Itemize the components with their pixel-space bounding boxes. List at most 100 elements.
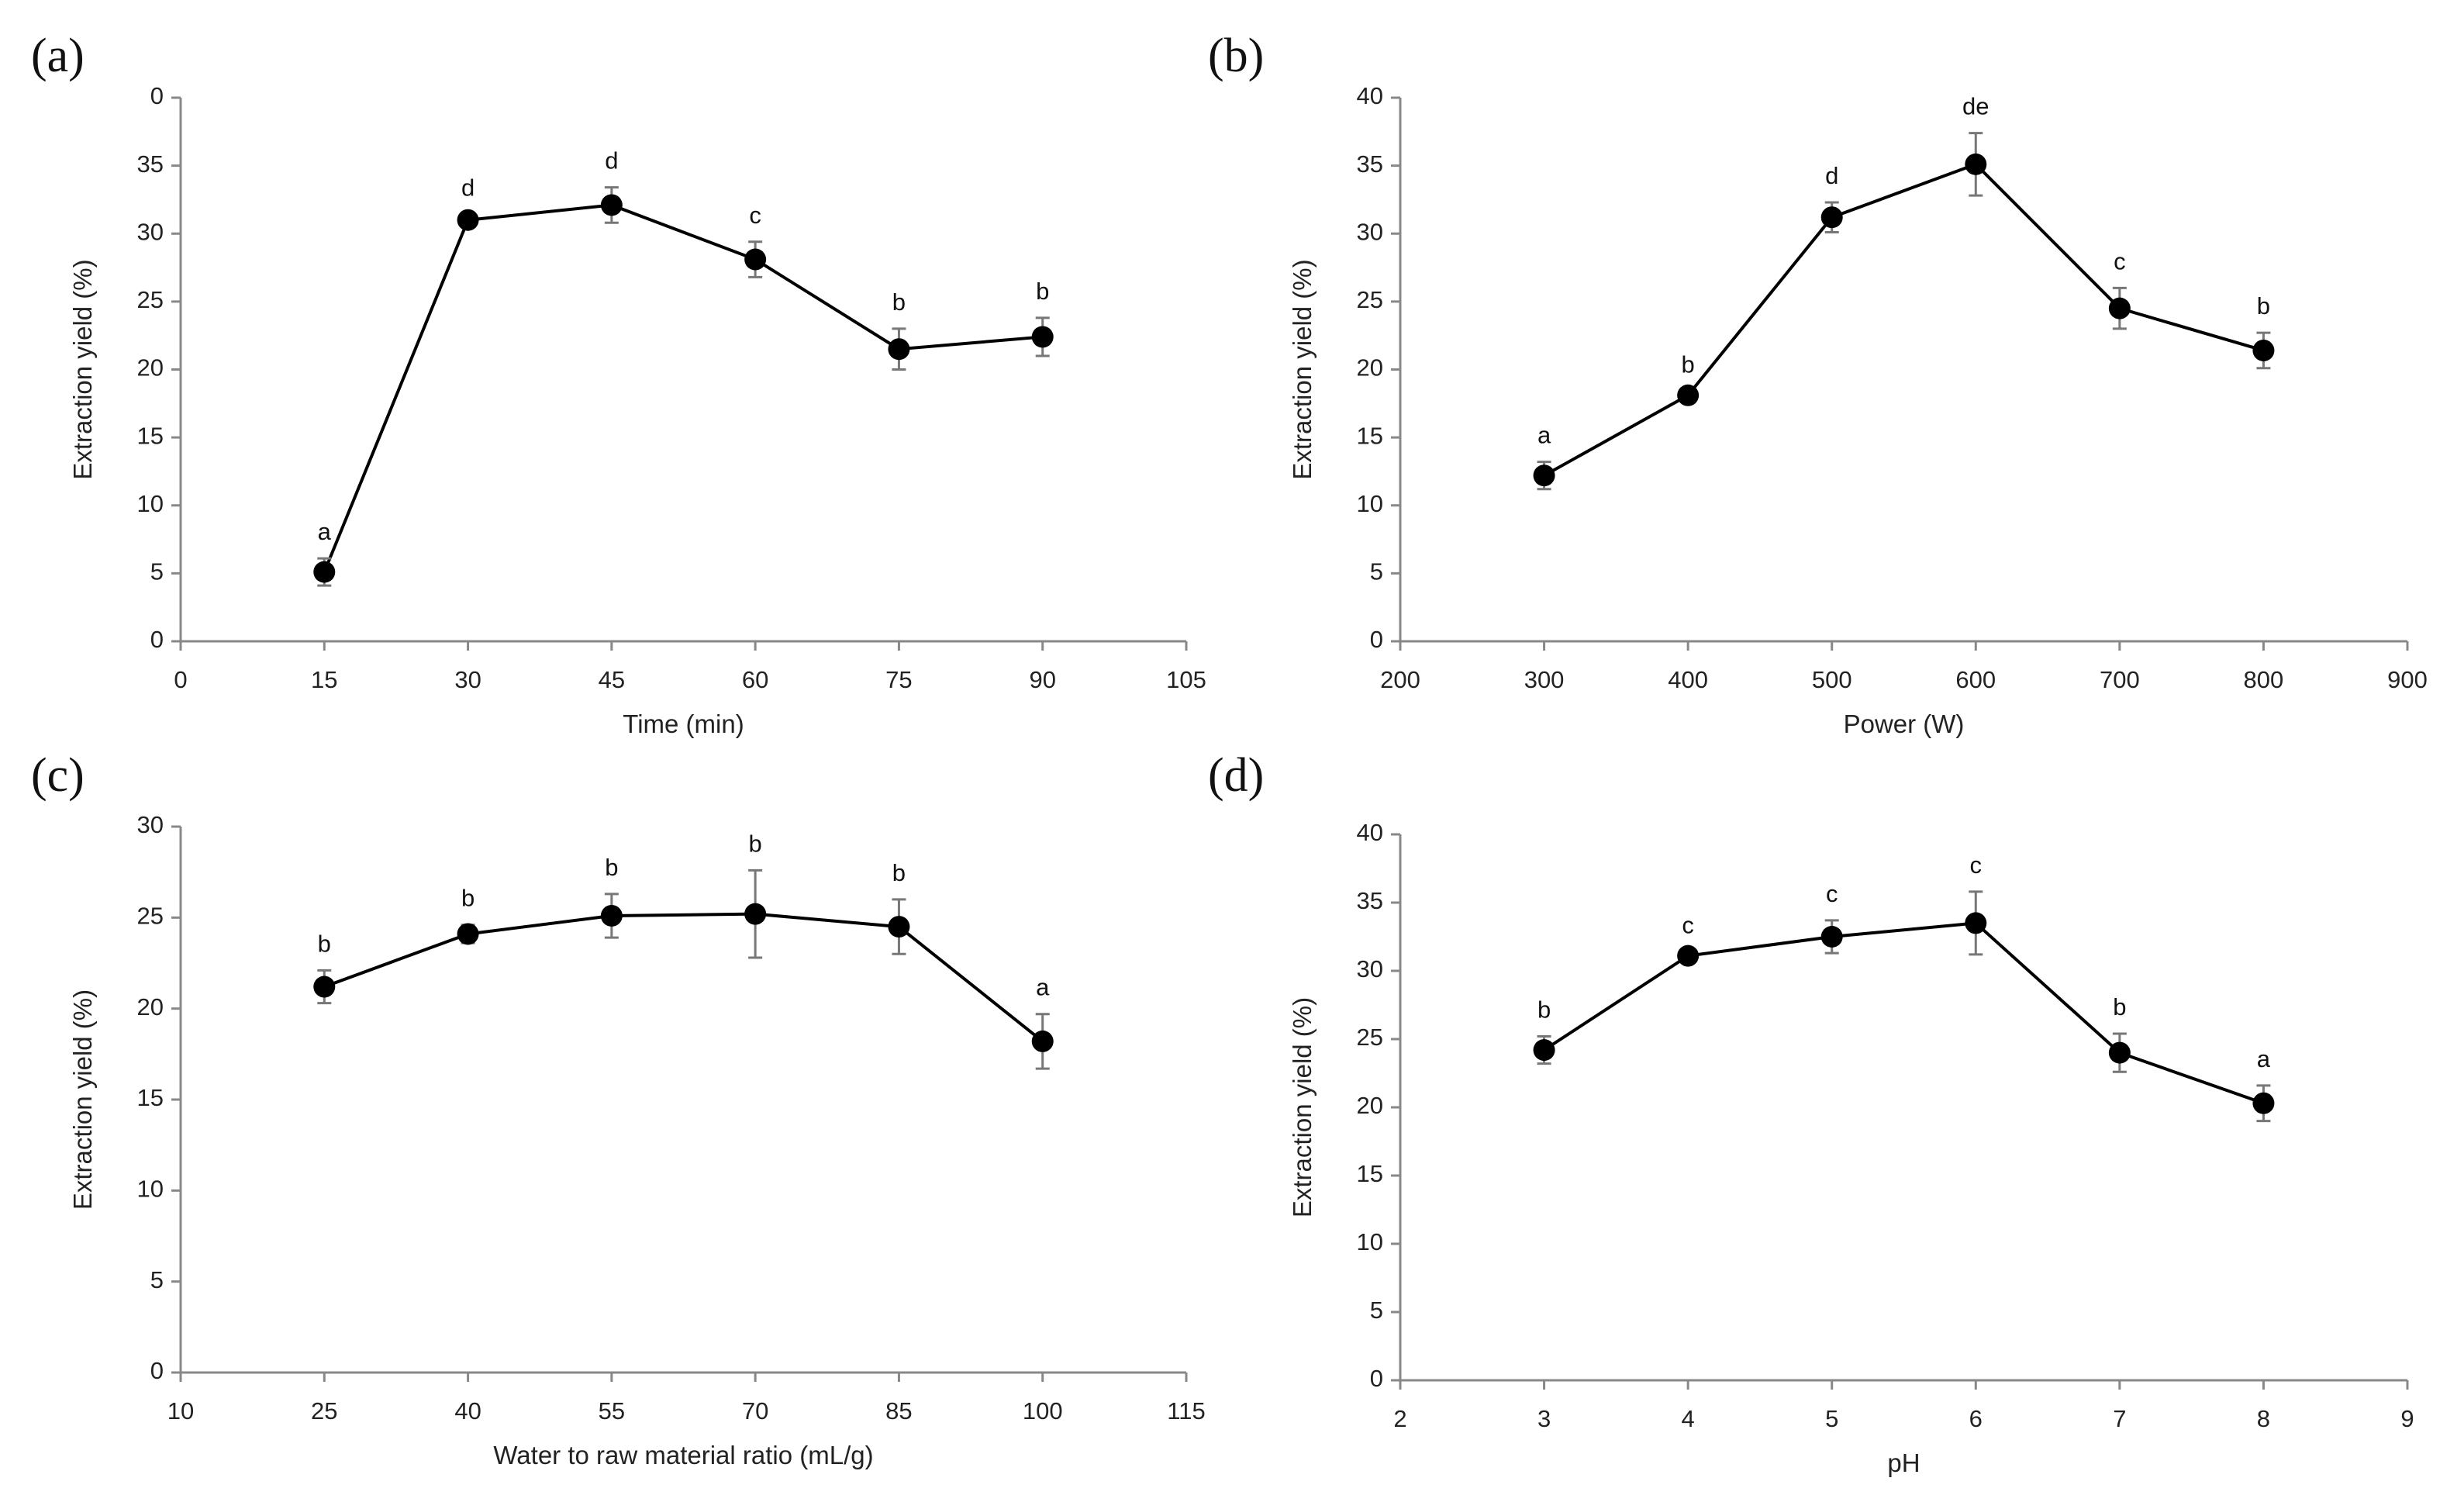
y-tick-label: 25 [137, 286, 164, 313]
annotation: b [2257, 292, 2270, 319]
annotation: c [1826, 880, 1838, 907]
y-tick-label: 5 [150, 1266, 164, 1293]
series-line [1543, 921, 2265, 1105]
annotation: b [605, 854, 618, 881]
x-tick-label: 90 [1029, 666, 1055, 693]
panel-label: (a) [31, 29, 85, 82]
y-tick-label: 5 [1370, 1297, 1383, 1324]
annotation: a [318, 518, 332, 545]
y-tick-label: 20 [137, 354, 164, 382]
y-axis-label: Extraction yield (%) [68, 259, 97, 479]
annotation: b [2113, 993, 2126, 1020]
y-tick-label: 5 [1370, 558, 1383, 585]
x-tick-label: 200 [1380, 666, 1420, 693]
y-tick-label: 35 [1357, 887, 1383, 914]
y-tick-label: 25 [1357, 286, 1383, 313]
x-tick-label: 400 [1668, 666, 1708, 693]
y-tick-label: 30 [1357, 218, 1383, 245]
marker [888, 338, 910, 361]
y-tick-label: 15 [1357, 1160, 1383, 1187]
x-tick-label: 85 [885, 1397, 912, 1424]
y-tick-label: 15 [1357, 422, 1383, 449]
series-line [323, 912, 1044, 1043]
y-tick-label: 20 [137, 993, 164, 1020]
x-axis-label: Water to raw material ratio (mL/g) [493, 1441, 873, 1469]
y-tick-label: 0 [150, 626, 164, 653]
annotation: d [461, 174, 475, 202]
annotation: d [1825, 162, 1838, 189]
y-tick-label: 0 [1370, 1365, 1383, 1392]
annotation: c [749, 202, 761, 229]
x-tick-label: 10 [167, 1397, 194, 1424]
x-tick-label: 9 [2400, 1405, 2414, 1432]
x-tick-label: 75 [885, 666, 912, 693]
annotation: a [1036, 974, 1050, 1001]
annotation: b [461, 885, 475, 912]
y-tick-label: 30 [1357, 955, 1383, 982]
y-tick-label: 40 [1357, 819, 1383, 846]
marker [1677, 944, 1700, 967]
y-tick-label: 15 [137, 422, 164, 449]
series-line [323, 203, 1043, 573]
y-tick-label: 10 [137, 490, 164, 517]
x-tick-label: 55 [599, 1397, 625, 1424]
y-tick-label: 10 [1357, 1228, 1383, 1255]
annotation: de [1962, 93, 1989, 120]
annotation: c [1970, 851, 1983, 879]
marker [1533, 1039, 1555, 1062]
marker [1031, 326, 1054, 348]
x-tick-label: 6 [1969, 1405, 1983, 1432]
y-tick-label: 0 [150, 82, 164, 109]
annotation: b [892, 859, 906, 886]
x-tick-label: 100 [1023, 1397, 1063, 1424]
annotation: c [2114, 247, 2126, 275]
x-tick-label: 30 [454, 666, 481, 693]
annotation: b [1682, 351, 1695, 378]
x-axis-label: Time (min) [623, 710, 744, 738]
marker [457, 923, 479, 945]
y-tick-label: 15 [137, 1084, 164, 1111]
x-tick-label: 600 [1955, 666, 1996, 693]
marker [2252, 339, 2275, 361]
x-tick-label: 0 [174, 666, 187, 693]
x-axis-label: pH [1887, 1449, 1920, 1477]
annotation: b [1036, 278, 1049, 305]
marker [744, 903, 767, 925]
panel-label: (d) [1208, 749, 1264, 802]
y-tick-label: 20 [1357, 1092, 1383, 1119]
x-tick-label: 500 [1812, 666, 1852, 693]
y-axis-label: Extraction yield (%) [1288, 259, 1317, 479]
x-tick-label: 800 [2244, 666, 2284, 693]
y-tick-label: 30 [137, 218, 164, 245]
annotation: a [1537, 422, 1551, 449]
x-tick-label: 25 [311, 1397, 337, 1424]
panel-label: (b) [1208, 29, 1264, 82]
marker [2252, 1092, 2275, 1114]
x-tick-label: 5 [1825, 1405, 1838, 1432]
y-tick-label: 5 [150, 558, 164, 585]
x-tick-label: 300 [1524, 666, 1565, 693]
marker [600, 194, 623, 216]
annotation: a [2257, 1045, 2271, 1072]
marker [1031, 1030, 1054, 1052]
y-tick-label: 35 [137, 150, 164, 178]
marker [744, 248, 767, 271]
x-tick-label: 40 [454, 1397, 481, 1424]
y-tick-label: 25 [1357, 1024, 1383, 1051]
x-tick-label: 60 [742, 666, 768, 693]
x-tick-label: 70 [742, 1397, 768, 1424]
y-tick-label: 10 [137, 1176, 164, 1203]
marker [1820, 206, 1843, 229]
marker [1677, 384, 1700, 406]
marker [313, 561, 336, 583]
x-tick-label: 900 [2387, 666, 2428, 693]
marker [1965, 912, 1987, 934]
x-tick-label: 45 [599, 666, 625, 693]
x-tick-label: 3 [1537, 1405, 1551, 1432]
y-tick-label: 10 [1357, 490, 1383, 517]
x-tick-label: 4 [1682, 1405, 1695, 1432]
x-tick-label: 2 [1393, 1405, 1406, 1432]
y-tick-label: 35 [1357, 150, 1383, 178]
